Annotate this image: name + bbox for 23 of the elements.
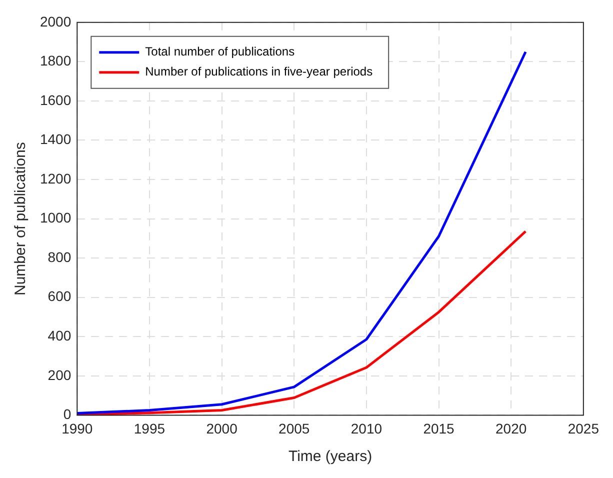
y-tick-label: 1800 [40, 52, 72, 69]
x-tick-label: 2010 [350, 420, 382, 436]
legend-label: Number of publications in five-year periods [145, 64, 373, 79]
y-tick-label: 2000 [40, 13, 72, 30]
x-tick-label: 2020 [496, 420, 527, 436]
x-tick-label: 2000 [206, 420, 238, 436]
y-tick-label: 400 [48, 328, 72, 344]
y-tick-label: 1000 [40, 210, 72, 226]
x-tick-label: 2005 [278, 420, 310, 436]
x-tick-label: 2025 [568, 420, 600, 436]
x-tick-label: 1990 [62, 420, 93, 436]
y-axis-title: Number of publications [12, 142, 30, 296]
y-tick-label: 1600 [40, 92, 72, 108]
x-tick-label: 2015 [423, 420, 455, 436]
y-tick-label: 0 [63, 406, 72, 422]
y-tick-label: 600 [48, 288, 72, 304]
y-tick-label: 800 [48, 248, 72, 265]
y-tick-label: 200 [48, 366, 72, 383]
legend-label: Total number of publications [145, 44, 295, 59]
x-axis-title: Time (years) [288, 448, 372, 466]
x-tick-label: 1995 [134, 420, 166, 436]
y-tick-label: 1400 [40, 131, 72, 148]
y-tick-label: 1200 [40, 170, 72, 186]
